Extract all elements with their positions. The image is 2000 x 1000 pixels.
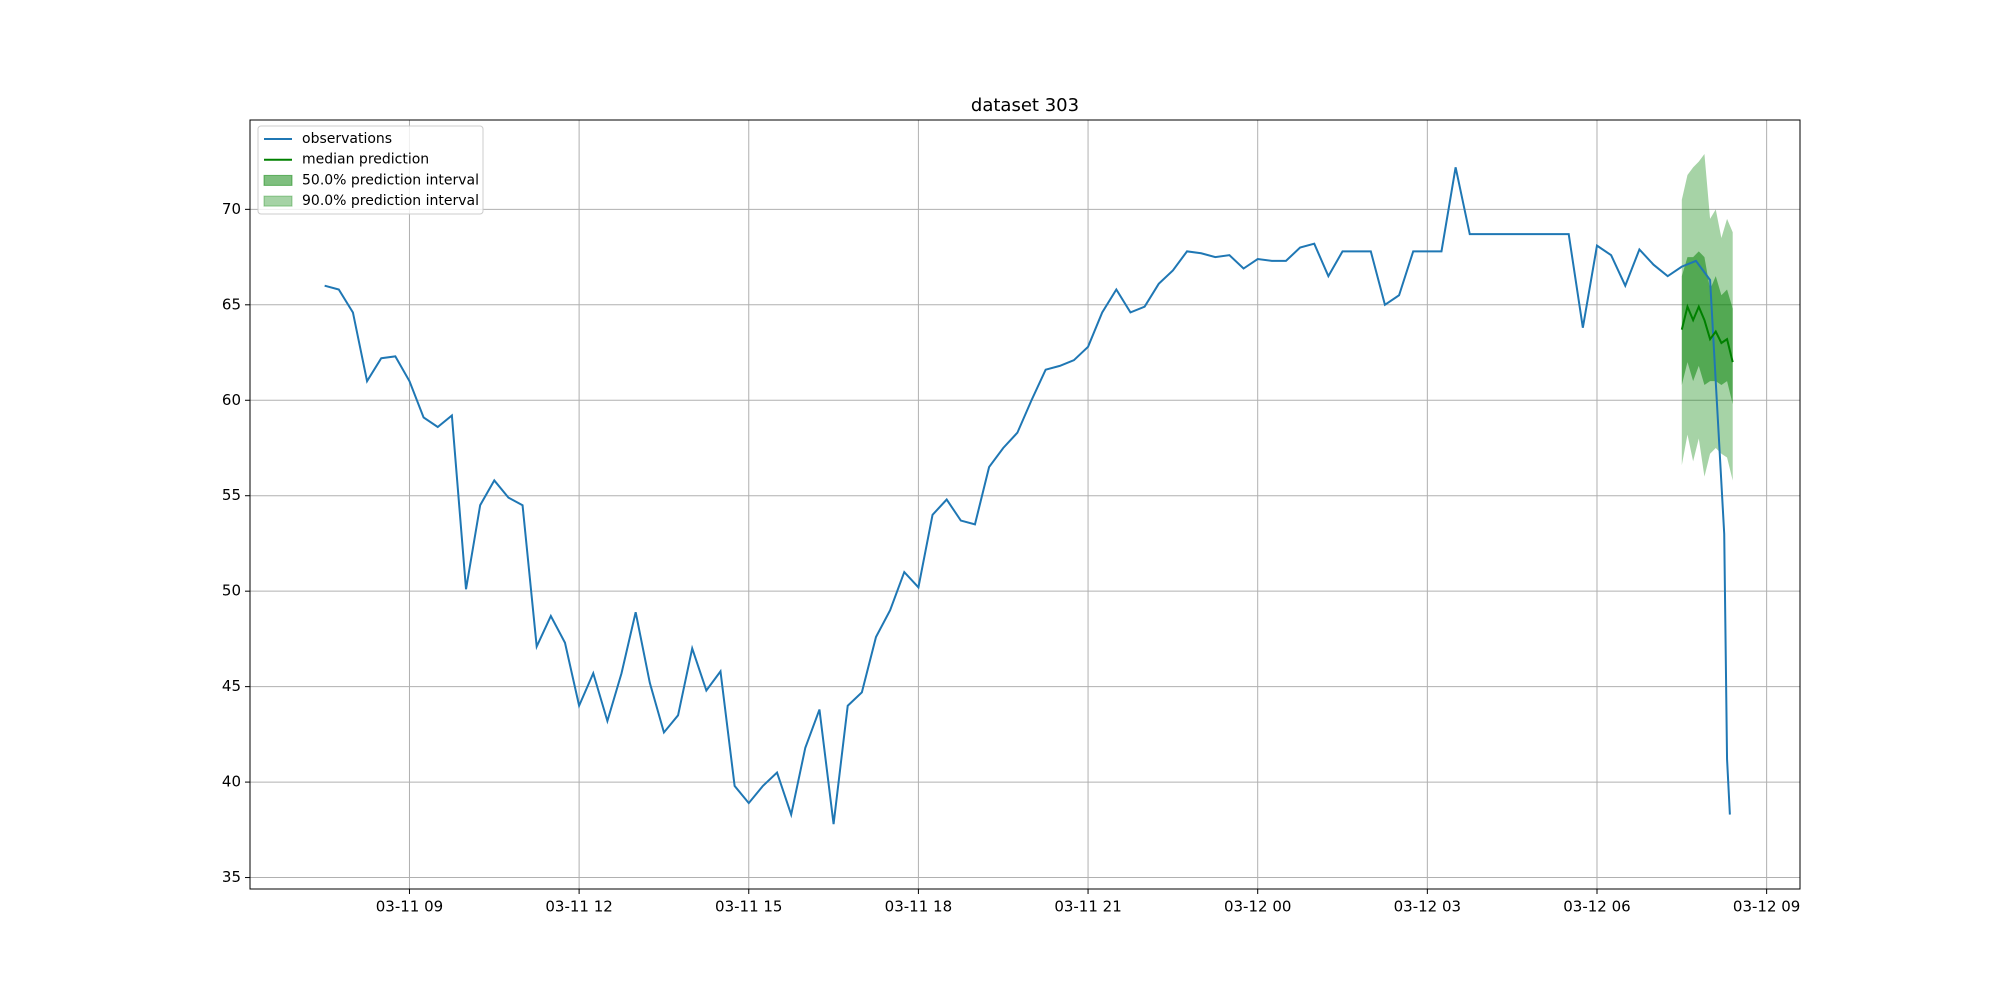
y-tick-label: 70	[222, 200, 241, 218]
legend-label: median prediction	[302, 152, 429, 168]
x-tick-label: 03-12 03	[1394, 898, 1461, 916]
y-tick-label: 55	[222, 486, 241, 504]
legend-box	[257, 125, 484, 215]
data-line	[1680, 303, 1734, 363]
x-tick-label: 03-11 12	[545, 898, 612, 916]
y-tick-label: 50	[222, 582, 241, 600]
x-tick-label: 03-11 09	[376, 898, 443, 916]
chart-title: dataset 303	[971, 95, 1079, 116]
legend: observations median prediction 50.0% predi…	[257, 125, 484, 215]
x-tick-label: 03-11 18	[885, 898, 952, 916]
y-tick-label: 40	[222, 773, 241, 791]
x-tick-label: 03-12 06	[1563, 898, 1630, 916]
legend-label: 50.0% prediction interval	[302, 172, 479, 188]
y-tick-label: 65	[222, 295, 241, 313]
legend-swatch	[263, 195, 293, 207]
x-tick-label: 03-11 21	[1054, 898, 1121, 916]
y-tick-label: 35	[222, 868, 241, 886]
legend-label: 90.0% prediction interval	[302, 193, 479, 209]
x-tick-label: 03-12 09	[1733, 898, 1800, 916]
data-line	[324, 167, 1731, 825]
x-tick-label: 03-11 15	[715, 898, 782, 916]
legend-swatch	[263, 174, 293, 186]
y-tick-label: 60	[222, 391, 241, 409]
x-tick-label: 03-12 00	[1224, 898, 1291, 916]
legend-label: observations	[302, 131, 392, 147]
y-tick-label: 45	[222, 677, 241, 695]
plot-frame	[249, 119, 1801, 890]
